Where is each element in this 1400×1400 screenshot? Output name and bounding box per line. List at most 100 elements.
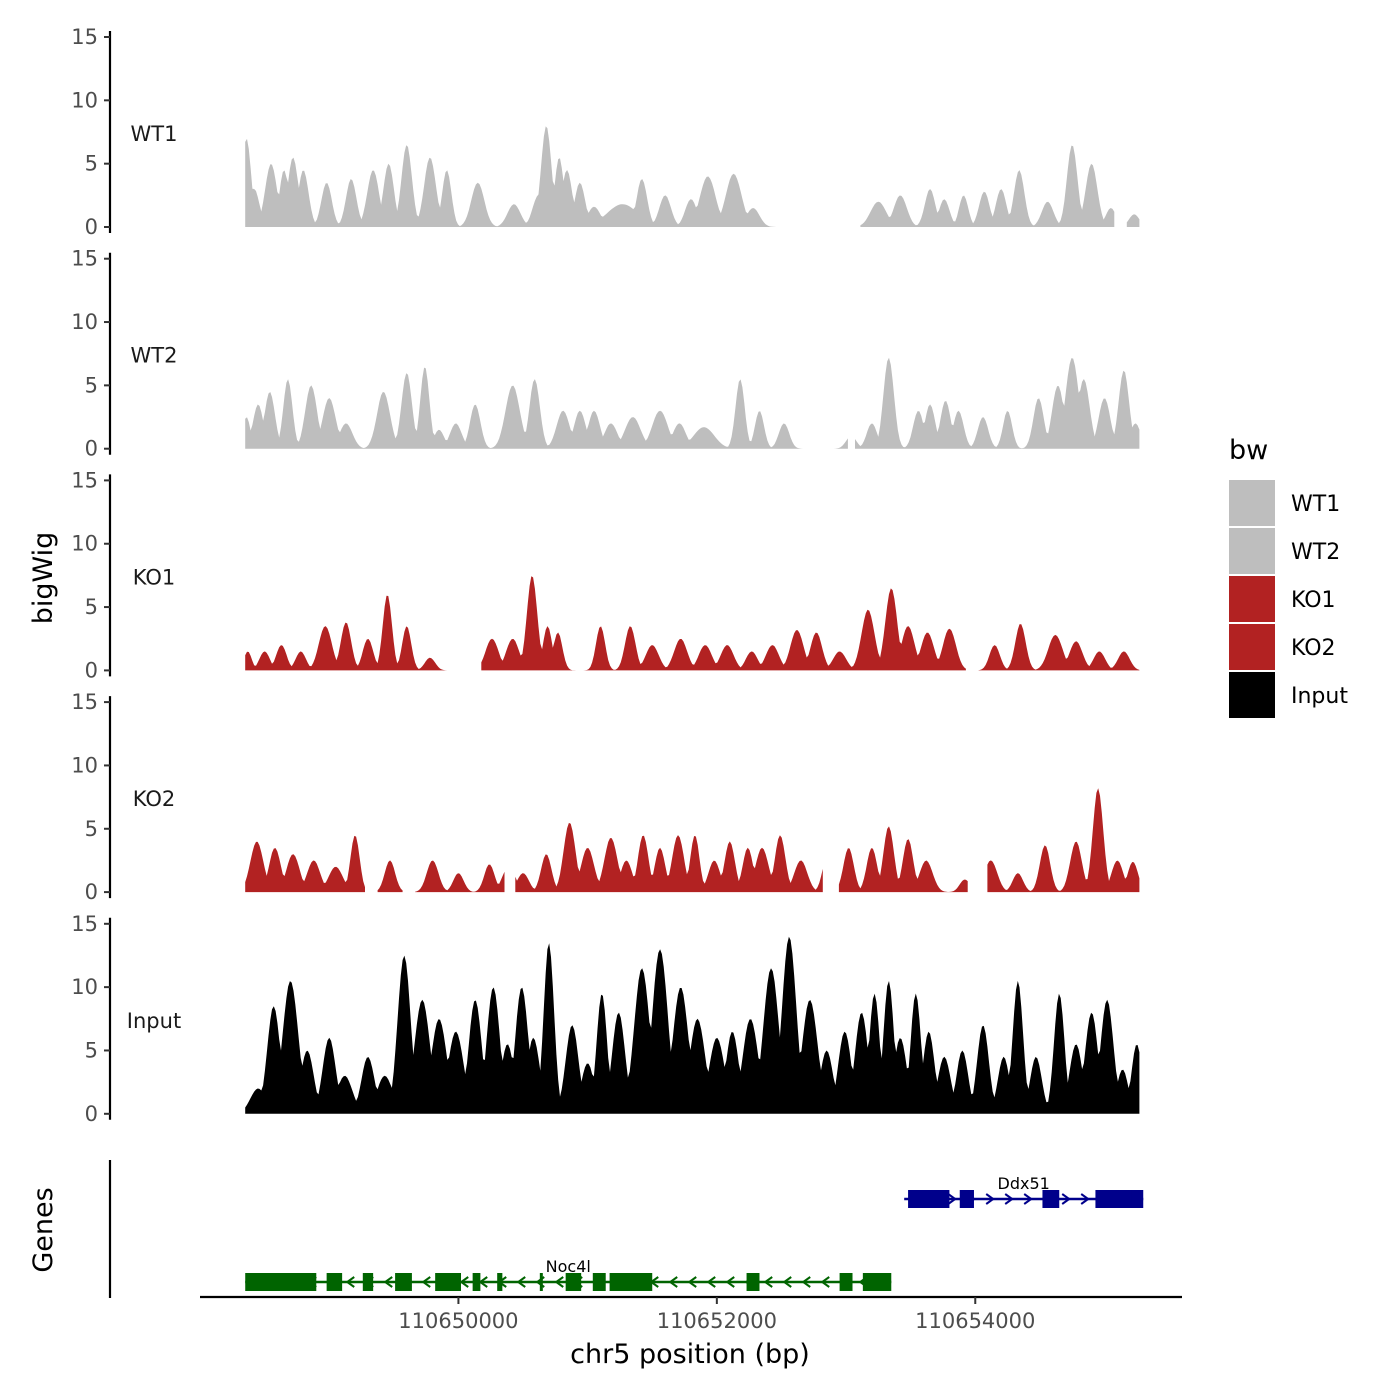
gene-exon — [862, 1273, 892, 1291]
legend-swatch-ko2 — [1229, 624, 1275, 670]
strand-arrow-icon — [782, 1276, 792, 1288]
track-wt2: WT2 — [131, 344, 1140, 449]
strand-arrow-icon — [516, 1276, 526, 1288]
y-tick-label: 0 — [85, 215, 98, 239]
legend-label-ko1: KO1 — [1291, 588, 1336, 613]
track-ko2: KO2 — [133, 787, 1140, 893]
x-tick-label: 110654000 — [915, 1309, 1035, 1333]
legend-swatch-input — [1229, 672, 1275, 718]
x-tick-label: 110650000 — [398, 1309, 518, 1333]
x-tick-label: 110652000 — [657, 1309, 777, 1333]
gene-exon — [908, 1190, 950, 1208]
coverage-area-ko2 — [245, 835, 365, 893]
strand-arrow-icon — [985, 1193, 995, 1205]
strand-arrow-icon — [459, 1276, 469, 1288]
y-tick-label: 5 — [85, 595, 98, 619]
coverage-area-wt1 — [245, 126, 843, 227]
gene-exon — [435, 1273, 462, 1291]
track-wt1: WT1 — [131, 122, 1140, 227]
legend-label-input: Input — [1291, 684, 1348, 709]
gene-exon — [746, 1273, 760, 1291]
track-label-ko1: KO1 — [133, 565, 176, 589]
strand-arrow-icon — [554, 1276, 564, 1288]
y-tick-label: 10 — [71, 532, 98, 556]
y-tick-label: 5 — [85, 373, 98, 397]
strand-arrow-icon — [383, 1276, 393, 1288]
strand-arrow-icon — [801, 1276, 811, 1288]
strand-arrow-icon — [1004, 1193, 1014, 1205]
y-tick-label: 15 — [71, 247, 98, 271]
y-tick-label: 15 — [71, 468, 98, 492]
y-tick-label: 15 — [71, 25, 98, 49]
y-axis-title: bigWig — [28, 532, 59, 625]
y-tick-label: 5 — [85, 817, 98, 841]
strand-arrow-icon — [763, 1276, 773, 1288]
gene-exon — [326, 1273, 343, 1291]
legend-swatch-ko1 — [1229, 576, 1275, 622]
gene-exon — [592, 1273, 606, 1291]
legend: bw WT1 WT2 KO1 KO2 Input — [1229, 435, 1348, 718]
track-label-input: Input — [127, 1009, 181, 1033]
strand-arrow-icon — [1061, 1193, 1071, 1205]
strand-arrow-icon — [706, 1276, 716, 1288]
gene-exon — [959, 1190, 974, 1208]
y-tick-label: 10 — [71, 753, 98, 777]
legend-label-wt1: WT1 — [1291, 492, 1340, 517]
y-tick-label: 0 — [85, 658, 98, 682]
coverage-area-ko1 — [481, 576, 966, 671]
gene-exon — [1095, 1190, 1133, 1208]
track-input: Input — [127, 936, 1140, 1114]
gene-exon — [1131, 1190, 1144, 1208]
axes: 0 5 10 15 0 5 10 15 0 5 10 15 0 5 10 15 0 5 10 15 110650000 1… — [71, 25, 1182, 1333]
strand-arrow-icon — [345, 1276, 355, 1288]
legend-label-ko2: KO2 — [1291, 636, 1336, 661]
coverage-area-wt1 — [860, 145, 1115, 227]
strand-arrow-icon — [820, 1276, 830, 1288]
gene-exon — [245, 1273, 317, 1291]
coverage-area-ko2 — [987, 788, 1140, 893]
coverage-area-ko1 — [978, 624, 1140, 671]
strand-arrow-icon — [668, 1276, 678, 1288]
coverage-area-wt2 — [855, 357, 1140, 449]
y-tick-label: 5 — [85, 152, 98, 176]
legend-title: bw — [1229, 435, 1268, 466]
gene-noc4l: Noc4l — [245, 1257, 892, 1291]
gene-exon — [565, 1273, 582, 1291]
gene-exon — [362, 1273, 374, 1291]
gene-ddx51: Ddx51 — [904, 1174, 1144, 1208]
gene-exon — [497, 1273, 503, 1291]
genes-panel: Noc4l Ddx51 — [245, 1174, 1144, 1291]
legend-swatch-wt2 — [1229, 528, 1275, 574]
strand-arrow-icon — [687, 1276, 697, 1288]
gene-exon — [472, 1273, 481, 1291]
coverage-tracks: WT1 WT2 KO1 KO2 Input — [127, 122, 1140, 1114]
y-tick-label: 15 — [71, 690, 98, 714]
y-tick-label: 10 — [71, 310, 98, 334]
y-tick-label: 5 — [85, 1038, 98, 1062]
gene-exon — [395, 1273, 412, 1291]
x-axis-title: chr5 position (bp) — [570, 1339, 810, 1370]
y-tick-label: 15 — [71, 912, 98, 936]
gene-exon — [609, 1273, 653, 1291]
legend-label-wt2: WT2 — [1291, 540, 1340, 565]
y-tick-label: 0 — [85, 880, 98, 904]
track-label-wt1: WT1 — [131, 122, 178, 146]
genes-axis-title: Genes — [28, 1187, 59, 1272]
track-label-ko2: KO2 — [133, 787, 176, 811]
gene-label: Ddx51 — [998, 1174, 1050, 1193]
coverage-area-ko2 — [515, 822, 823, 893]
y-tick-label: 0 — [85, 437, 98, 461]
track-label-wt2: WT2 — [131, 344, 178, 368]
coverage-area-ko1 — [245, 595, 462, 671]
gene-exon — [839, 1273, 853, 1291]
strand-arrow-icon — [1080, 1193, 1090, 1205]
track-ko1: KO1 — [133, 565, 1140, 671]
coverage-area-wt2 — [245, 367, 848, 449]
y-tick-label: 10 — [71, 975, 98, 999]
legend-swatch-wt1 — [1229, 480, 1275, 526]
coverage-area-input — [245, 936, 1140, 1114]
y-tick-label: 0 — [85, 1102, 98, 1126]
gene-exon — [1042, 1190, 1060, 1208]
coverage-area-wt1 — [1126, 214, 1140, 227]
